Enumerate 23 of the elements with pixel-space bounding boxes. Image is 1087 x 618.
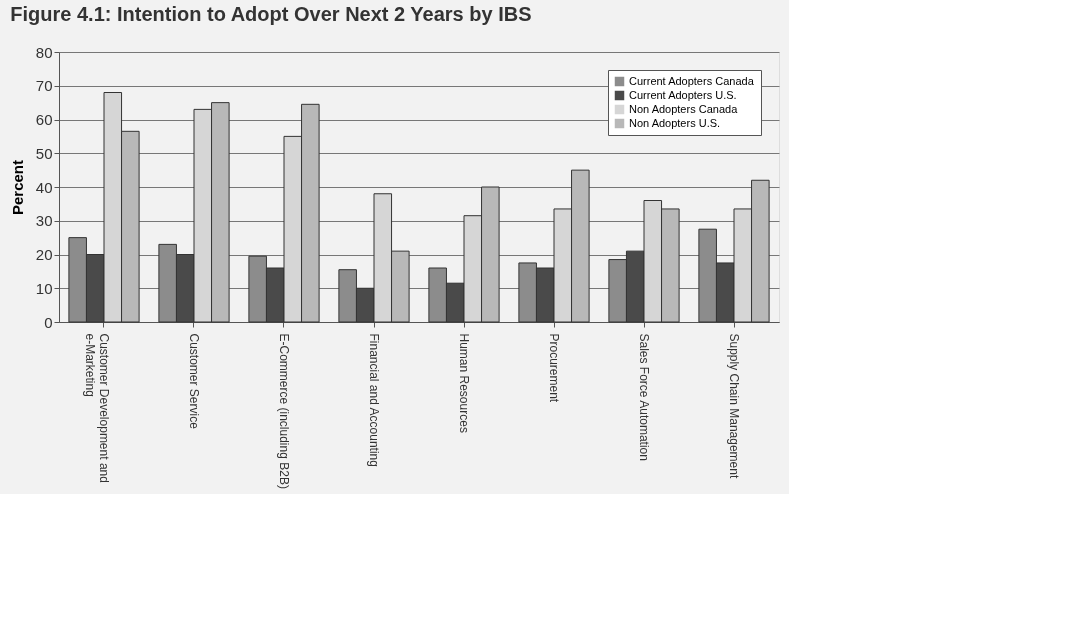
y-tick-label: 30 <box>35 212 53 230</box>
y-axis-title: Percent <box>8 159 26 216</box>
x-tick-label: Customer Development and e-Marketing <box>83 333 111 483</box>
x-tick-label: Supply Chain Management <box>727 333 741 479</box>
x-tick-label: Human Resources <box>457 333 471 433</box>
x-tick-label: Sales Force Automation <box>637 333 651 461</box>
y-tick-label: 70 <box>35 77 53 95</box>
legend-label: Current Adopters U.S. <box>629 88 737 101</box>
y-tick-label: 40 <box>35 178 53 196</box>
y-tick-label: 80 <box>35 43 53 61</box>
x-tick-label: E-Commerce (including B2B) <box>277 333 291 489</box>
legend-label: Current Adopters Canada <box>629 74 755 87</box>
y-tick-label: 60 <box>35 111 53 128</box>
legend-label: Non Adopters U.S. <box>629 116 721 129</box>
x-tick-label: Financial and Accounting <box>367 333 381 467</box>
x-tick-label: Customer Service <box>187 333 201 430</box>
y-tick-label: 20 <box>35 246 53 263</box>
y-tick-label: 0 <box>44 313 53 331</box>
y-tick-label: 10 <box>35 279 53 297</box>
x-tick-label: Procurement <box>547 333 561 403</box>
legend-label: Non Adopters Canada <box>629 102 739 115</box>
y-tick-label: 50 <box>35 144 53 162</box>
chart-title: Figure 4.1: Intention to Adopt Over Next 2 Years by IBS <box>10 3 532 25</box>
